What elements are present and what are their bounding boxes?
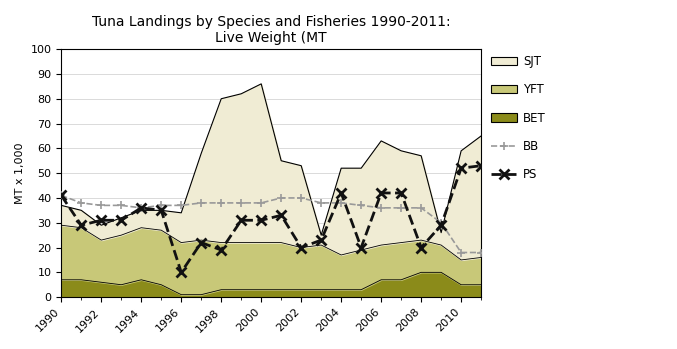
PS — [417, 245, 425, 250]
BB — [237, 201, 245, 205]
BB — [117, 203, 125, 207]
Y-axis label: MT x 1,000: MT x 1,000 — [15, 142, 25, 204]
BB — [217, 201, 225, 205]
Legend: SJT, YFT, BET, BB, PS: SJT, YFT, BET, BB, PS — [492, 55, 546, 181]
PS — [177, 270, 185, 274]
PS — [77, 223, 85, 227]
PS — [357, 245, 365, 250]
BB — [77, 201, 85, 205]
BB — [137, 206, 146, 210]
BB — [357, 203, 365, 207]
BB — [317, 201, 325, 205]
PS — [117, 218, 125, 222]
BB — [197, 201, 205, 205]
PS — [237, 218, 245, 222]
PS — [477, 164, 485, 168]
PS — [58, 193, 66, 198]
BB — [397, 206, 406, 210]
PS — [137, 206, 146, 210]
PS — [97, 218, 106, 222]
PS — [377, 191, 385, 195]
BB — [437, 221, 445, 225]
PS — [437, 223, 445, 227]
BB — [177, 203, 185, 207]
Line: BB: BB — [57, 191, 485, 257]
BB — [97, 203, 106, 207]
Line: PS: PS — [56, 161, 486, 277]
PS — [337, 191, 345, 195]
PS — [317, 238, 325, 242]
BB — [417, 206, 425, 210]
BB — [377, 206, 385, 210]
BB — [257, 201, 265, 205]
BB — [277, 196, 285, 200]
BB — [297, 196, 305, 200]
BB — [58, 193, 66, 198]
PS — [217, 248, 225, 252]
BB — [157, 203, 165, 207]
PS — [297, 245, 305, 250]
BB — [457, 251, 465, 255]
PS — [397, 191, 406, 195]
BB — [477, 251, 485, 255]
PS — [277, 213, 285, 217]
PS — [257, 218, 265, 222]
PS — [197, 240, 205, 245]
Title: Tuna Landings by Species and Fisheries 1990-2011:
Live Weight (MT: Tuna Landings by Species and Fisheries 1… — [92, 15, 450, 45]
BB — [337, 201, 345, 205]
PS — [457, 166, 465, 170]
PS — [157, 208, 165, 213]
